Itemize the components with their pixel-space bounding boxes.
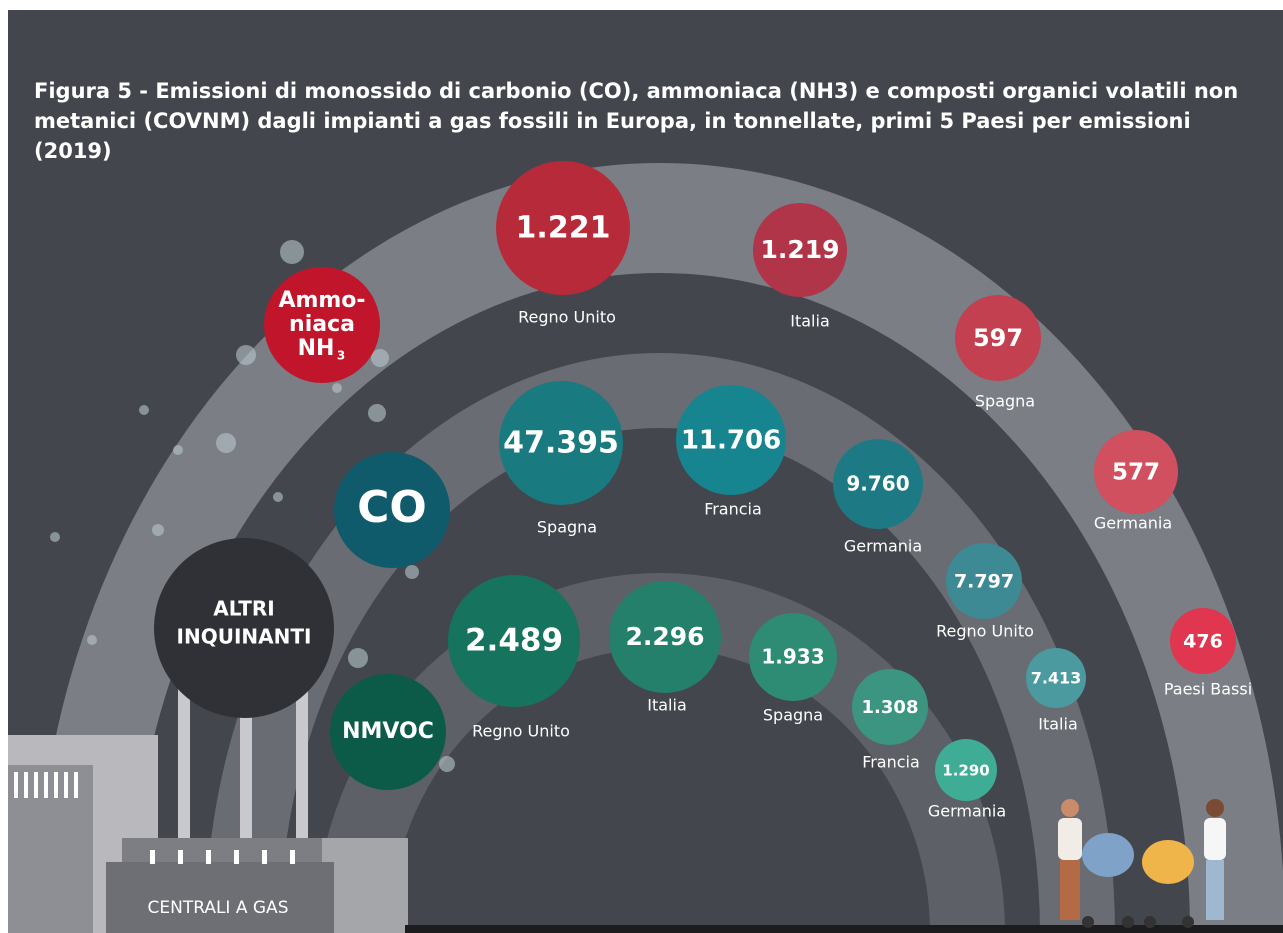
- value-bubble: [1094, 430, 1178, 514]
- value-bubble: [955, 295, 1041, 381]
- decor-dot: [173, 445, 183, 455]
- decor-dot: [348, 648, 368, 668]
- value-bubble: [833, 439, 923, 529]
- value-label: 1.308: [862, 697, 919, 718]
- country-label: Regno Unito: [936, 622, 1034, 641]
- value-bubble: [852, 669, 928, 745]
- value-bubble: [946, 543, 1022, 619]
- chimney: [240, 680, 252, 860]
- value-label: 9.760: [846, 472, 909, 496]
- value-label: 1.933: [761, 645, 824, 669]
- value-bubble: [676, 385, 786, 495]
- value-bubble: [935, 739, 997, 801]
- country-label: Italia: [1038, 715, 1078, 734]
- decor-dot: [368, 404, 386, 422]
- group-label: Ammo-: [278, 288, 365, 313]
- group-bubble: [264, 267, 380, 383]
- value-bubble: [1170, 608, 1236, 674]
- decor-dot: [371, 349, 389, 367]
- decor-dot: [152, 524, 164, 536]
- decor-dot: [332, 383, 342, 393]
- country-label: Spagna: [763, 706, 823, 725]
- factory-label: CENTRALI A GAS: [148, 898, 289, 918]
- decor-dot: [280, 240, 304, 264]
- value-label: 2.296: [625, 622, 704, 651]
- country-label: Germania: [1094, 514, 1172, 533]
- country-label: Germania: [844, 537, 922, 556]
- value-label: 1.221: [516, 211, 611, 246]
- group-label: CO: [357, 482, 427, 533]
- value-label: 1.219: [760, 235, 839, 264]
- group-label: NH: [298, 336, 335, 361]
- decor-dot: [236, 345, 256, 365]
- center-label: INQUINANTI: [177, 625, 312, 649]
- value-bubble: [496, 161, 630, 295]
- value-label: 1.290: [942, 762, 989, 780]
- country-label: Italia: [790, 312, 830, 331]
- country-label: Spagna: [975, 392, 1035, 411]
- decor-dot: [87, 635, 97, 645]
- windows: [14, 772, 295, 864]
- chimney: [296, 680, 308, 860]
- value-bubble: [1026, 648, 1086, 708]
- decor-dot: [216, 433, 236, 453]
- group-bubble: [334, 452, 450, 568]
- value-bubble: [749, 613, 837, 701]
- value-bubble: [609, 581, 721, 693]
- group-bubble: [330, 674, 446, 790]
- country-label: Regno Unito: [518, 308, 616, 327]
- group-label-subscript: 3: [337, 349, 345, 363]
- factory-building: [8, 765, 93, 933]
- value-label: 2.489: [465, 623, 563, 659]
- factory-building: [322, 838, 408, 933]
- decor-dots: [50, 240, 455, 772]
- value-label: 577: [1112, 460, 1160, 486]
- value-bubble: [448, 575, 580, 707]
- value-label: 47.395: [503, 426, 619, 461]
- decor-dot: [273, 492, 283, 502]
- factory: CENTRALI A GAS: [8, 680, 408, 933]
- decor-dot: [439, 756, 455, 772]
- country-label: Paesi Bassi: [1164, 680, 1252, 699]
- title: Figura 5 - Emissioni di monossido di car…: [34, 79, 1239, 163]
- value-label: 11.706: [681, 426, 781, 456]
- ground: [405, 925, 1283, 933]
- country-label: Francia: [704, 500, 762, 519]
- country-label: Francia: [862, 753, 920, 772]
- group-label: niaca: [289, 312, 355, 337]
- country-label: Germania: [928, 802, 1006, 821]
- chimney: [178, 680, 190, 860]
- center-bubble: [154, 538, 334, 718]
- country-label: Italia: [647, 696, 687, 715]
- decor-dot: [50, 532, 60, 542]
- value-label: 476: [1183, 631, 1223, 653]
- value-label: 7.413: [1031, 669, 1082, 688]
- value-label: 597: [973, 324, 1023, 352]
- country-label: Spagna: [537, 518, 597, 537]
- factory-building: [106, 862, 334, 933]
- value-bubble: [753, 203, 847, 297]
- center-label: ALTRI: [213, 597, 274, 621]
- country-label: Regno Unito: [472, 722, 570, 741]
- value-bubble: [499, 381, 623, 505]
- decor-dot: [139, 405, 149, 415]
- decor-dot: [405, 565, 419, 579]
- value-label: 7.797: [954, 571, 1014, 593]
- group-label: NMVOC: [342, 719, 434, 744]
- people: [1058, 799, 1226, 928]
